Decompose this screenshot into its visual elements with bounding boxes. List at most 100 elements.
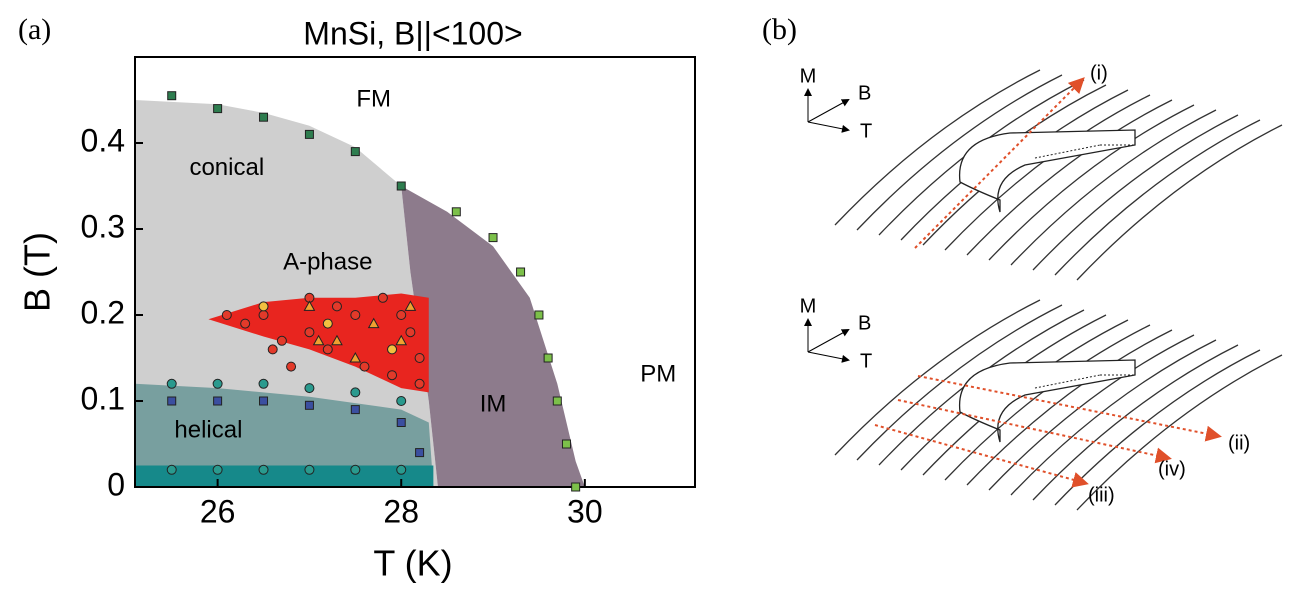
field-line [966, 329, 1173, 486]
y-tick-label: 0.2 [81, 294, 125, 330]
data-point [166, 378, 177, 389]
data-point [259, 396, 269, 406]
path-arrow [897, 399, 1172, 464]
data-point [258, 301, 269, 312]
data-point [377, 292, 388, 303]
panel-label: (b) [762, 13, 797, 46]
axis-label: T [860, 350, 872, 372]
data-point [571, 482, 581, 492]
data-point [258, 378, 269, 389]
data-point [396, 181, 406, 191]
data-point [404, 300, 417, 311]
pocket-edge [1034, 144, 1135, 159]
y-axis-label: B (T) [17, 232, 58, 312]
panel-label: (a) [18, 13, 51, 46]
field-line [1010, 109, 1217, 266]
pocket-edge [1034, 374, 1135, 389]
axis-arrow [807, 99, 850, 123]
data-point [534, 310, 544, 320]
data-point [331, 334, 343, 346]
data-point [312, 334, 325, 346]
data-point [213, 104, 223, 114]
data-point [405, 327, 416, 338]
data-point [167, 396, 177, 406]
data-point [267, 344, 278, 355]
path-label: (ii) [1228, 432, 1250, 454]
data-point [415, 448, 425, 458]
axis-label: T [860, 120, 872, 142]
data-point [350, 310, 361, 320]
axis-arrow [807, 121, 850, 133]
data-point [258, 310, 269, 320]
data-point [387, 344, 398, 355]
data-point [212, 464, 223, 475]
data-point [303, 300, 316, 311]
data-point [543, 353, 553, 363]
data-point [451, 207, 461, 217]
x-axis-label: T (K) [373, 543, 452, 584]
region-label: IM [480, 391, 507, 418]
y-tick-label: 0 [107, 466, 125, 502]
data-point [166, 464, 177, 475]
plot-frame [134, 56, 696, 488]
data-point [304, 327, 315, 338]
axis-label: M [800, 295, 817, 317]
data-point [359, 361, 370, 372]
data-point [258, 464, 269, 475]
field-line [834, 69, 1041, 226]
chart-title: MnSi, B||<100> [303, 15, 522, 51]
data-point [213, 396, 223, 406]
data-point [488, 233, 498, 243]
x-tick-label: 26 [200, 493, 236, 529]
data-point [396, 418, 406, 427]
data-point [367, 317, 380, 329]
path-label: (iv) [1158, 458, 1186, 480]
field-line [834, 299, 1041, 456]
data-point [414, 378, 425, 389]
data-point [304, 464, 315, 475]
axis-label: M [800, 65, 817, 87]
data-point [516, 267, 526, 277]
field-line [988, 104, 1195, 261]
data-point [396, 310, 407, 320]
data-point [240, 318, 251, 329]
field-line [966, 99, 1173, 256]
field-line [1010, 339, 1217, 496]
phase-region [135, 465, 434, 487]
data-point [414, 353, 425, 363]
data-point [350, 464, 361, 475]
data-point [552, 396, 562, 406]
axis-label: B [858, 312, 871, 334]
region-label: FM [356, 85, 391, 112]
field-line [988, 334, 1195, 491]
region-label: helical [174, 416, 242, 443]
phase-region [401, 186, 585, 487]
data-point [395, 334, 408, 346]
data-point [561, 439, 571, 449]
field-line [1032, 114, 1239, 271]
data-point [304, 400, 314, 410]
data-point [212, 378, 223, 389]
schematic: MBT(i)MBT(ii)(iv)(iii) [800, 62, 1283, 511]
path-arrow [917, 375, 1222, 442]
data-point [304, 383, 315, 394]
data-point [167, 91, 177, 101]
a-phase-pocket [958, 129, 1136, 213]
field-line [1032, 344, 1239, 501]
path-label: (iii) [1088, 484, 1115, 506]
axis-arrow [807, 329, 850, 353]
data-point [350, 387, 361, 398]
x-tick-label: 30 [567, 493, 603, 529]
path-arrow [874, 424, 1089, 488]
field-line [1076, 124, 1283, 281]
field-line [1054, 119, 1261, 276]
field-line [856, 74, 1063, 231]
data-point [322, 318, 333, 329]
field-line [856, 304, 1063, 461]
data-point [350, 405, 360, 415]
field-line [1076, 354, 1283, 511]
region-label: conical [189, 154, 264, 181]
y-tick-label: 0.3 [81, 208, 125, 244]
data-point [349, 351, 362, 363]
